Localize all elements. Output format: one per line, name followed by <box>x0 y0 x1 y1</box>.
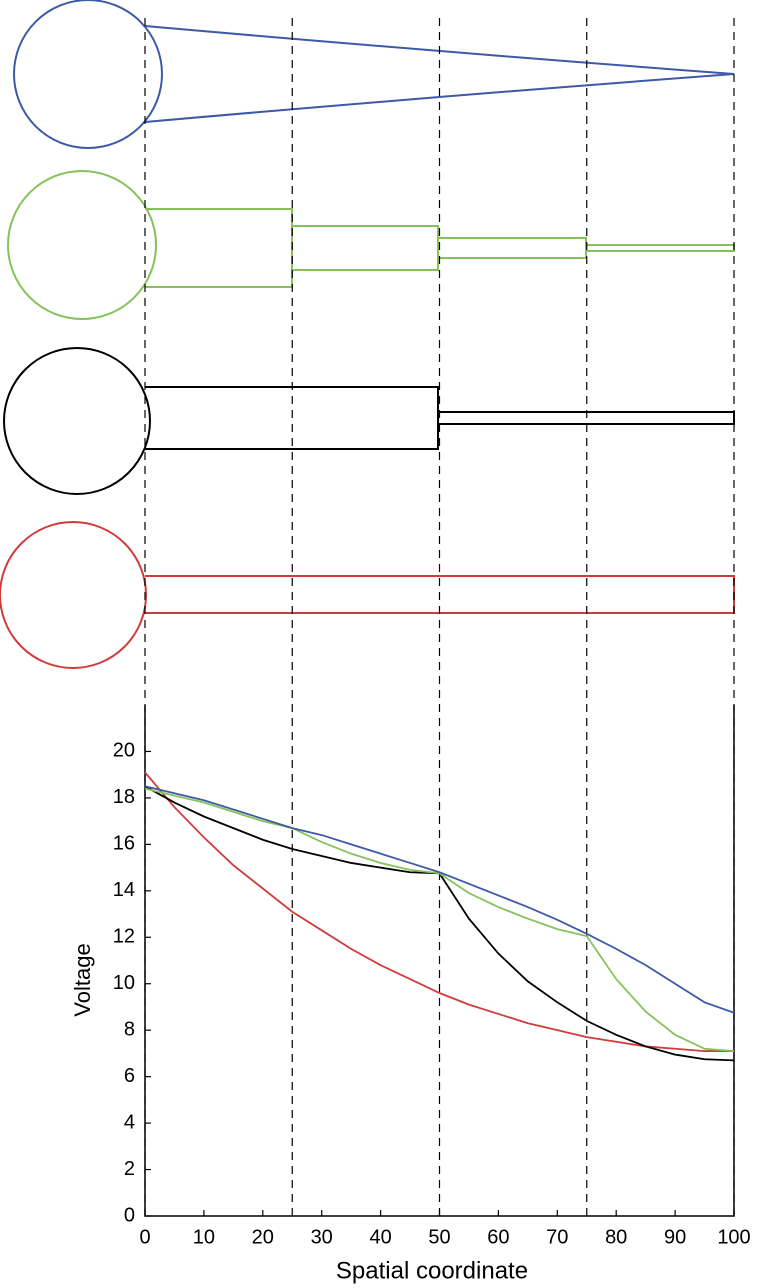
y-axis-label: Voltage <box>70 943 95 1016</box>
y-tick-label: 14 <box>113 879 135 901</box>
soma <box>3 347 151 495</box>
x-tick-label: 20 <box>252 1226 274 1248</box>
y-tick-label: 4 <box>124 1111 135 1133</box>
x-tick-label: 30 <box>311 1226 333 1248</box>
x-tick-label: 40 <box>369 1226 391 1248</box>
y-tick-label: 6 <box>124 1065 135 1087</box>
x-tick-label: 80 <box>605 1226 627 1248</box>
voltage-line <box>144 785 735 1014</box>
soma <box>7 170 157 320</box>
y-tick-label: 16 <box>113 833 135 855</box>
x-tick-label: 60 <box>487 1226 509 1248</box>
x-tick-label: 70 <box>546 1226 568 1248</box>
y-tick-label: 10 <box>113 972 135 994</box>
y-tick-label: 12 <box>113 926 135 948</box>
soma <box>13 0 163 149</box>
morphologies <box>0 0 735 669</box>
x-tick-label: 0 <box>139 1226 150 1248</box>
y-tick-label: 18 <box>113 786 135 808</box>
voltage-line <box>144 787 735 1052</box>
y-tick-label: 0 <box>124 1204 135 1226</box>
y-tick-label: 20 <box>113 740 135 762</box>
x-tick-label: 100 <box>717 1226 750 1248</box>
x-tick-label: 10 <box>193 1226 215 1248</box>
x-tick-label: 90 <box>664 1226 686 1248</box>
x-axis-label: Spatial coordinate <box>336 1257 528 1284</box>
voltage-line <box>144 771 734 1052</box>
y-tick-label: 8 <box>124 1018 135 1040</box>
x-tick-label: 50 <box>428 1226 450 1248</box>
soma <box>0 521 147 669</box>
y-tick-label: 2 <box>124 1158 135 1180</box>
